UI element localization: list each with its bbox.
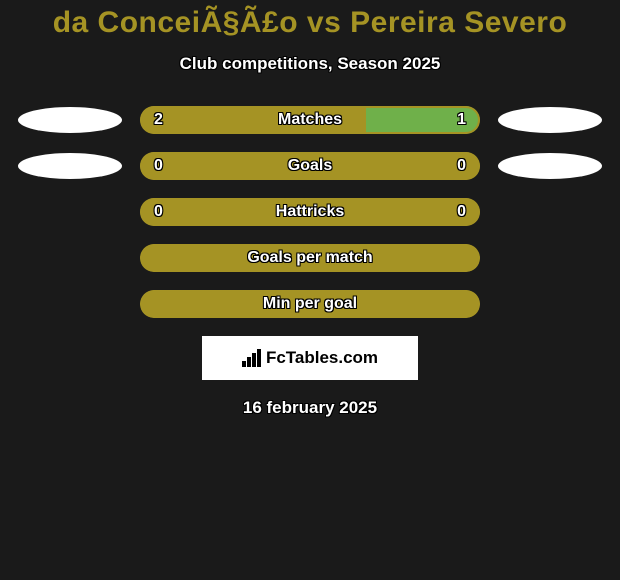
stat-row: 0 0 Hattricks xyxy=(0,198,620,226)
stat-bar: 0 0 Hattricks xyxy=(140,198,480,226)
player-left-ellipse xyxy=(18,153,122,179)
player-right-ellipse xyxy=(498,153,602,179)
stat-label: Goals per match xyxy=(247,249,372,267)
bar-segment-left xyxy=(140,152,310,180)
player-right-ellipse xyxy=(498,107,602,133)
stat-value-right: 1 xyxy=(457,111,466,129)
stat-bar: 2 1 Matches xyxy=(140,106,480,134)
player-left-ellipse xyxy=(18,107,122,133)
stat-value-right: 0 xyxy=(457,203,466,221)
stat-row: Goals per match xyxy=(0,244,620,272)
subtitle: Club competitions, Season 2025 xyxy=(0,54,620,74)
bars-icon xyxy=(242,349,262,367)
logo-box: FcTables.com xyxy=(202,336,418,380)
bar-segment-right xyxy=(310,152,480,180)
comparison-rows: 2 1 Matches 0 0 Goals 0 0 Hattricks Goals per mat… xyxy=(0,106,620,318)
stat-label: Matches xyxy=(278,111,342,129)
stat-row: 2 1 Matches xyxy=(0,106,620,134)
chart-container: da ConceiÃ§Ã£o vs Pereira Severo Club co… xyxy=(0,0,620,418)
stat-value-left: 2 xyxy=(154,111,163,129)
stat-bar: 0 0 Goals xyxy=(140,152,480,180)
stat-row: Min per goal xyxy=(0,290,620,318)
stat-label: Goals xyxy=(288,157,332,175)
stat-label: Hattricks xyxy=(276,203,344,221)
stat-row: 0 0 Goals xyxy=(0,152,620,180)
date-text: 16 february 2025 xyxy=(0,398,620,418)
stat-bar: Goals per match xyxy=(140,244,480,272)
logo-text: FcTables.com xyxy=(266,348,378,368)
page-title: da ConceiÃ§Ã£o vs Pereira Severo xyxy=(0,6,620,40)
stat-bar: Min per goal xyxy=(140,290,480,318)
stat-value-left: 0 xyxy=(154,157,163,175)
stat-value-left: 0 xyxy=(154,203,163,221)
stat-value-right: 0 xyxy=(457,157,466,175)
stat-label: Min per goal xyxy=(263,295,357,313)
